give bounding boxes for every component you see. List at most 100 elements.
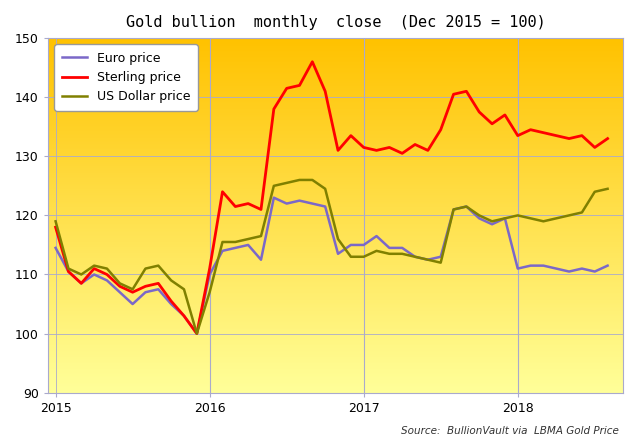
US Dollar price — [309, 177, 316, 183]
Euro price — [527, 263, 535, 268]
Euro price — [322, 204, 329, 209]
Sterling price — [142, 284, 149, 289]
US Dollar price — [385, 251, 393, 256]
Sterling price — [64, 269, 72, 274]
Sterling price — [309, 59, 316, 64]
Sterling price — [385, 145, 393, 150]
Euro price — [501, 216, 508, 221]
Sterling price — [295, 83, 303, 88]
Euro price — [334, 251, 342, 256]
Sterling price — [591, 145, 598, 150]
Euro price — [193, 331, 200, 336]
Euro price — [167, 301, 175, 307]
Euro price — [385, 245, 393, 251]
Euro price — [450, 207, 457, 212]
US Dollar price — [129, 287, 137, 292]
US Dollar price — [91, 263, 98, 268]
Sterling price — [116, 284, 124, 289]
Euro price — [578, 266, 586, 271]
Sterling price — [257, 207, 265, 212]
US Dollar price — [412, 254, 419, 260]
US Dollar price — [373, 248, 380, 253]
Euro price — [591, 269, 598, 274]
Sterling price — [412, 142, 419, 147]
US Dollar price — [116, 281, 124, 286]
Sterling price — [180, 313, 188, 319]
Euro price — [103, 278, 111, 283]
US Dollar price — [206, 290, 214, 295]
Sterling price — [578, 133, 586, 138]
US Dollar price — [244, 237, 252, 242]
Euro price — [232, 245, 239, 251]
Euro price — [360, 242, 367, 248]
Sterling price — [540, 130, 547, 135]
Sterling price — [334, 148, 342, 153]
Sterling price — [206, 266, 214, 271]
US Dollar price — [142, 266, 149, 271]
US Dollar price — [450, 207, 457, 212]
Euro price — [309, 201, 316, 206]
Sterling price — [398, 151, 406, 156]
Euro price — [270, 195, 278, 200]
Sterling price — [604, 136, 611, 141]
Euro price — [463, 204, 470, 209]
Text: Source:  BullionVault via  LBMA Gold Price: Source: BullionVault via LBMA Gold Price — [401, 426, 619, 436]
US Dollar price — [64, 266, 72, 271]
Sterling price — [154, 281, 162, 286]
Euro price — [283, 201, 290, 206]
US Dollar price — [540, 219, 547, 224]
Euro price — [142, 290, 149, 295]
US Dollar price — [553, 216, 560, 221]
Line: Euro price: Euro price — [56, 198, 607, 334]
Sterling price — [527, 127, 535, 132]
US Dollar price — [154, 263, 162, 268]
Euro price — [347, 242, 355, 248]
US Dollar price — [52, 219, 59, 224]
US Dollar price — [565, 213, 573, 218]
Sterling price — [488, 121, 496, 126]
Sterling price — [77, 281, 85, 286]
Euro price — [604, 263, 611, 268]
Euro price — [180, 313, 188, 319]
Sterling price — [193, 331, 200, 336]
Euro price — [540, 263, 547, 268]
US Dollar price — [180, 287, 188, 292]
US Dollar price — [193, 331, 200, 336]
Sterling price — [283, 85, 290, 91]
Sterling price — [270, 106, 278, 112]
Euro price — [129, 301, 137, 307]
Sterling price — [553, 133, 560, 138]
Euro price — [565, 269, 573, 274]
US Dollar price — [232, 239, 239, 245]
Euro price — [219, 248, 226, 253]
US Dollar price — [604, 186, 611, 191]
US Dollar price — [514, 213, 521, 218]
Sterling price — [91, 266, 98, 271]
Sterling price — [437, 127, 445, 132]
Sterling price — [360, 145, 367, 150]
Euro price — [77, 281, 85, 286]
US Dollar price — [488, 219, 496, 224]
Euro price — [488, 222, 496, 227]
US Dollar price — [463, 204, 470, 209]
Euro price — [412, 254, 419, 260]
Sterling price — [373, 148, 380, 153]
Sterling price — [514, 133, 521, 138]
Euro price — [398, 245, 406, 251]
Sterling price — [244, 201, 252, 206]
Line: Sterling price: Sterling price — [56, 62, 607, 334]
US Dollar price — [578, 210, 586, 215]
US Dollar price — [475, 213, 483, 218]
Sterling price — [232, 204, 239, 209]
US Dollar price — [591, 189, 598, 194]
Euro price — [373, 233, 380, 239]
Sterling price — [501, 112, 508, 117]
Sterling price — [475, 109, 483, 115]
Sterling price — [322, 89, 329, 94]
Sterling price — [52, 225, 59, 230]
US Dollar price — [527, 216, 535, 221]
US Dollar price — [334, 237, 342, 242]
Euro price — [437, 254, 445, 260]
Sterling price — [167, 299, 175, 304]
US Dollar price — [283, 180, 290, 186]
